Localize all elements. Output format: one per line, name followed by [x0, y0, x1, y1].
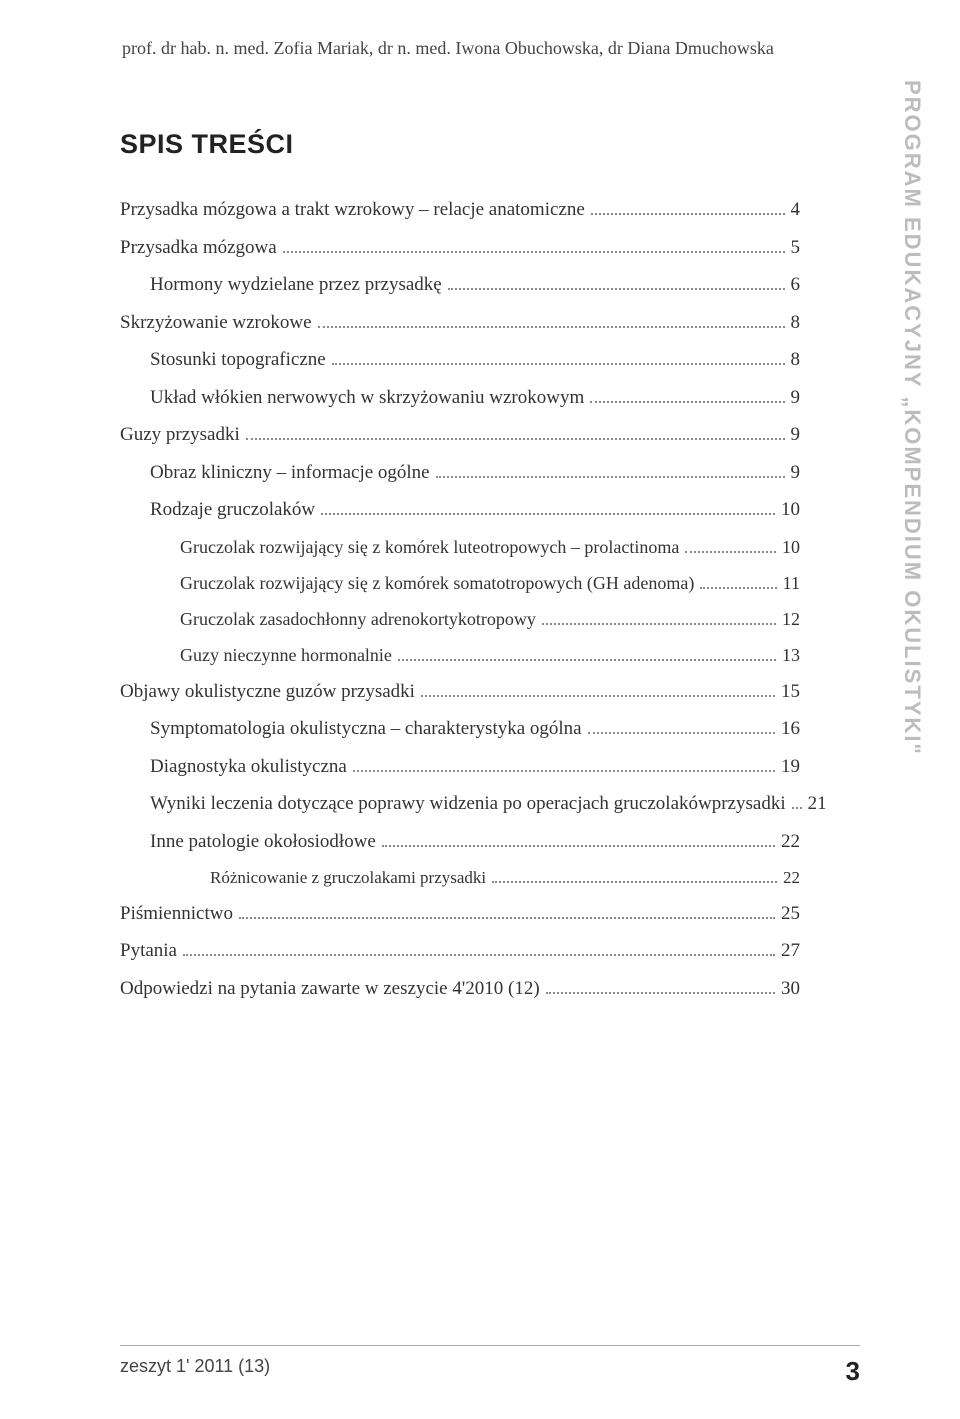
toc-page: 6 — [791, 271, 801, 300]
footer-divider — [120, 1345, 860, 1346]
toc-row: Pytania 27 — [120, 937, 800, 966]
toc-dots — [546, 992, 775, 994]
toc-label: Pytania — [120, 937, 177, 966]
toc-page: 12 — [782, 606, 800, 633]
toc-dots — [700, 587, 776, 589]
toc-row: Przysadka mózgowa a trakt wzrokowy – rel… — [120, 196, 800, 225]
toc-row: Przysadka mózgowa 5 — [120, 234, 800, 263]
toc-row: Odpowiedzi na pytania zawarte w zeszycie… — [120, 975, 800, 1004]
toc-page: 9 — [791, 421, 801, 450]
toc-label: Gruczolak zasadochłonny adrenokortykotro… — [180, 606, 536, 633]
toc-label: Obraz kliniczny – informacje ogólne — [150, 459, 430, 488]
toc-page: 15 — [781, 678, 800, 707]
toc-label: Skrzyżowanie wzrokowe — [120, 309, 312, 338]
toc-page: 22 — [781, 828, 800, 857]
toc-page: 30 — [781, 975, 800, 1004]
toc-row: Obraz kliniczny – informacje ogólne 9 — [150, 459, 800, 488]
toc-label: Gruczolak rozwijający się z komórek lute… — [180, 534, 679, 561]
toc-page: 27 — [781, 937, 800, 966]
toc-label: Hormony wydzielane przez przysadkę — [150, 271, 442, 300]
toc-page: 10 — [782, 534, 800, 561]
toc-dots — [588, 732, 775, 734]
toc-row: Guzy nieczynne hormonalnie 13 — [180, 642, 800, 669]
toc-title: SPIS TREŚCI — [120, 129, 860, 160]
toc-page: 9 — [791, 384, 801, 413]
toc-row: Symptomatologia okulistyczna – charakter… — [150, 715, 800, 744]
toc-label: Symptomatologia okulistyczna – charakter… — [150, 715, 582, 744]
toc-dots — [353, 770, 775, 772]
toc-dots — [398, 659, 776, 661]
toc-label: Rodzaje gruczolaków — [150, 496, 315, 525]
toc-label: Piśmiennictwo — [120, 900, 233, 929]
toc-page: 4 — [791, 196, 801, 225]
toc-label: Guzy przysadki — [120, 421, 240, 450]
toc-dots — [332, 363, 785, 365]
side-label-quoted: „KOMPENDIUM OKULISTYKI" — [900, 396, 925, 756]
toc-label: Gruczolak rozwijający się z komórek soma… — [180, 570, 694, 597]
toc-label: przysadki — [712, 790, 786, 819]
side-program-label: PROGRAM EDUKACYJNY „KOMPENDIUM OKULISTYK… — [899, 80, 925, 756]
toc-label: Stosunki topograficzne — [150, 346, 326, 375]
toc-label: Inne patologie okołosiodłowe — [150, 828, 376, 857]
toc-dots — [436, 476, 785, 478]
authors: prof. dr hab. n. med. Zofia Mariak, dr n… — [122, 38, 860, 59]
toc-dots — [283, 251, 785, 253]
toc-dots — [492, 881, 777, 883]
toc-row: Diagnostyka okulistyczna 19 — [150, 753, 800, 782]
toc-row: Gruczolak rozwijający się z komórek lute… — [180, 534, 800, 561]
toc-page: 21 — [808, 790, 827, 819]
toc-label: Układ włókien nerwowych w skrzyżowaniu w… — [150, 384, 584, 413]
toc-label: Przysadka mózgowa a trakt wzrokowy – rel… — [120, 196, 585, 225]
toc-row: Wyniki leczenia dotyczące poprawy widzen… — [150, 790, 800, 819]
toc-container: Przysadka mózgowa a trakt wzrokowy – rel… — [120, 196, 800, 1003]
toc-dots — [591, 213, 785, 215]
toc-label: Guzy nieczynne hormonalnie — [180, 642, 392, 669]
toc-page: 5 — [791, 234, 801, 263]
toc-row: Hormony wydzielane przez przysadkę 6 — [150, 271, 800, 300]
toc-dots — [590, 401, 784, 403]
toc-dots — [792, 807, 802, 809]
toc-page: 22 — [783, 865, 800, 891]
toc-label: Różnicowanie z gruczolakami przysadki — [210, 865, 486, 891]
side-label-plain: PROGRAM EDUKACYJNY — [900, 80, 925, 396]
toc-row: Guzy przysadki 9 — [120, 421, 800, 450]
toc-dots — [448, 288, 785, 290]
toc-row: Gruczolak rozwijający się z komórek soma… — [180, 570, 800, 597]
toc-dots — [239, 917, 775, 919]
footer-issue: zeszyt 1' 2011 (13) — [120, 1356, 270, 1387]
toc-row: Inne patologie okołosiodłowe 22 — [150, 828, 800, 857]
toc-row: Gruczolak zasadochłonny adrenokortykotro… — [180, 606, 800, 633]
toc-page: 16 — [781, 715, 800, 744]
toc-row: Skrzyżowanie wzrokowe 8 — [120, 309, 800, 338]
toc-page: 9 — [791, 459, 801, 488]
toc-page: 8 — [791, 309, 801, 338]
toc-dots — [542, 623, 776, 625]
toc-dots — [321, 513, 775, 515]
toc-row: Piśmiennictwo 25 — [120, 900, 800, 929]
toc-label: Objawy okulistyczne guzów przysadki — [120, 678, 415, 707]
toc-dots — [382, 845, 775, 847]
toc-row: Stosunki topograficzne 8 — [150, 346, 800, 375]
toc-dots — [183, 954, 775, 956]
footer-page-number: 3 — [846, 1356, 860, 1387]
toc-label: Diagnostyka okulistyczna — [150, 753, 347, 782]
toc-label: Odpowiedzi na pytania zawarte w zeszycie… — [120, 975, 540, 1004]
toc-page: 10 — [781, 496, 800, 525]
toc-row: Objawy okulistyczne guzów przysadki 15 — [120, 678, 800, 707]
toc-page: 11 — [783, 570, 800, 597]
toc-dots — [246, 438, 785, 440]
toc-page: 13 — [782, 642, 800, 669]
toc-row: Rodzaje gruczolaków 10 — [150, 496, 800, 525]
toc-page: 19 — [781, 753, 800, 782]
toc-page: 25 — [781, 900, 800, 929]
toc-dots — [318, 326, 785, 328]
toc-dots — [421, 695, 775, 697]
toc-label: Wyniki leczenia dotyczące poprawy widzen… — [150, 790, 712, 819]
toc-page: 8 — [791, 346, 801, 375]
toc-row: Różnicowanie z gruczolakami przysadki 22 — [210, 865, 800, 891]
toc-row: Układ włókien nerwowych w skrzyżowaniu w… — [150, 384, 800, 413]
footer: zeszyt 1' 2011 (13) 3 — [120, 1345, 860, 1387]
toc-dots — [685, 551, 776, 553]
toc-label: Przysadka mózgowa — [120, 234, 277, 263]
